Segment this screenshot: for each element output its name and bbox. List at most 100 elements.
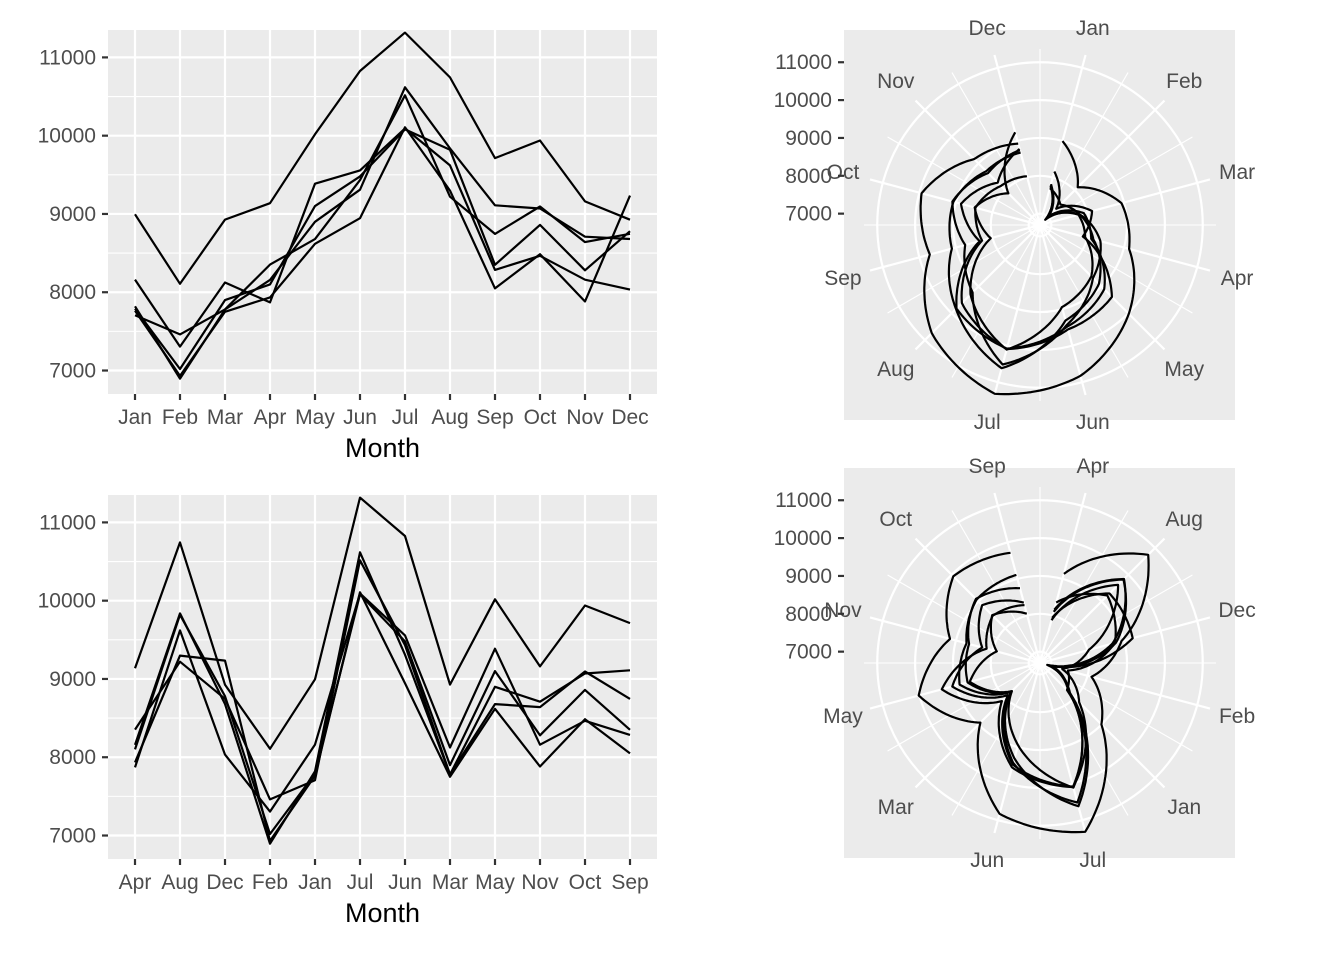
angular-grid-spoke <box>993 54 1042 226</box>
x-tick-label: Jan <box>118 406 152 429</box>
y-tick-label: 11000 <box>39 511 96 534</box>
angular-label: Jul <box>1079 849 1106 872</box>
polar-series-line-4 <box>968 592 1134 789</box>
radial-tick-label: 11000 <box>775 489 832 512</box>
radial-tick-label: 7000 <box>785 641 832 664</box>
x-tick-label: Sep <box>476 406 513 429</box>
x-tick-label: Mar <box>432 871 468 894</box>
angular-grid-minor <box>887 136 1041 226</box>
series-line-6 <box>133 593 631 836</box>
angular-grid-spoke <box>869 178 1041 227</box>
series-line-1 <box>133 496 631 750</box>
angular-grid-spoke <box>914 537 1041 664</box>
series-line-2 <box>134 127 631 348</box>
x-tick-label: Mar <box>207 406 243 429</box>
angular-grid-minor <box>887 662 1041 752</box>
x-tick-label: Jul <box>392 406 419 429</box>
polar-series-line-1 <box>919 140 1136 396</box>
angular-grid-spoke <box>869 616 1041 665</box>
angular-grid-minor <box>887 224 1041 314</box>
x-tick-label: Aug <box>161 871 198 894</box>
radial-tick-label: 11000 <box>775 51 832 74</box>
polar-series-line-6 <box>955 148 1106 350</box>
angular-grid-spoke <box>1039 224 1166 351</box>
angular-label: Feb <box>1219 705 1255 728</box>
angular-label: Aug <box>1166 508 1203 531</box>
plot-panel <box>108 495 657 859</box>
angular-label: May <box>1164 358 1204 381</box>
series-line-6 <box>134 128 631 371</box>
angular-label: Sep <box>969 455 1006 478</box>
x-tick-label: Jul <box>347 871 374 894</box>
angular-grid-spoke <box>1039 178 1211 227</box>
x-tick-label: May <box>295 406 335 429</box>
x-tick-label: Jun <box>343 406 377 429</box>
angular-label: Dec <box>969 17 1006 40</box>
angular-label: Nov <box>877 70 915 93</box>
angular-label: Sep <box>824 267 861 290</box>
y-tick-label: 9000 <box>49 203 96 226</box>
y-tick-label: 10000 <box>38 590 96 613</box>
x-tick-label: Jan <box>298 871 332 894</box>
angular-label: Jun <box>1076 411 1110 434</box>
angular-grid-minor <box>887 574 1041 664</box>
y-tick-label: 8000 <box>49 281 96 304</box>
x-tick-label: Sep <box>611 871 648 894</box>
plot-panel <box>108 30 657 394</box>
angular-label: Apr <box>1076 455 1109 478</box>
x-axis-title: Month <box>345 898 420 928</box>
radial-tick-label: 9000 <box>785 127 832 150</box>
y-tick-label: 10000 <box>38 125 96 148</box>
x-tick-label: Dec <box>206 871 243 894</box>
angular-label: Mar <box>1219 161 1255 184</box>
x-tick-label: Oct <box>524 406 557 429</box>
x-tick-label: Feb <box>252 871 288 894</box>
angular-label: Jan <box>1167 796 1201 819</box>
angular-grid-minor <box>1039 72 1129 226</box>
angular-grid-spoke <box>1039 616 1211 665</box>
angular-grid-minor <box>1039 224 1193 314</box>
angular-grid-spoke <box>993 662 1042 834</box>
angular-label: Nov <box>824 599 862 622</box>
series-line-5 <box>134 559 631 801</box>
polar-series-line-5 <box>964 586 1117 804</box>
angular-label: Jun <box>970 849 1004 872</box>
x-axis-title: Month <box>345 433 420 463</box>
angular-grid-spoke <box>1038 224 1087 396</box>
radial-tick-label: 7000 <box>785 203 832 226</box>
radial-tick-label: 9000 <box>785 565 832 588</box>
polar-series-line-4 <box>969 131 1094 351</box>
angular-grid-minor <box>1039 662 1129 816</box>
x-tick-label: Dec <box>611 406 648 429</box>
series-line-1 <box>134 31 631 285</box>
radial-tick-label: 8000 <box>785 603 832 626</box>
angular-grid-spoke <box>1039 537 1166 664</box>
angular-grid-spoke <box>914 224 1041 351</box>
angular-grid-minor <box>951 662 1041 816</box>
angular-grid-spoke <box>914 99 1041 226</box>
angular-grid-minor <box>951 510 1041 664</box>
angular-grid-spoke <box>869 661 1041 710</box>
angular-grid-spoke <box>869 223 1041 272</box>
angular-label: May <box>823 705 863 728</box>
line-chart-top-left: 7000 8000 9000 10000 11000 Jan Feb Mar Apr May Jun… <box>38 17 657 463</box>
y-tick-label: 7000 <box>49 360 96 383</box>
line-chart-bottom-left: 7000 8000 9000 10000 11000 Apr Aug Dec Feb Jan Jul… <box>38 482 657 928</box>
radial-tick-label: 8000 <box>785 165 832 188</box>
x-tick-label: Jun <box>388 871 422 894</box>
y-tick-label: 9000 <box>49 668 96 691</box>
angular-grid-minor <box>951 224 1041 378</box>
y-tick-label: 11000 <box>39 46 96 69</box>
angular-grid-spoke <box>1038 492 1087 664</box>
y-tick-label: 7000 <box>49 825 96 848</box>
angular-grid-spoke <box>1039 223 1211 272</box>
angular-label: Apr <box>1221 267 1254 290</box>
angular-label: Feb <box>1166 70 1202 93</box>
angular-grid-spoke <box>993 492 1042 664</box>
polar-chart-bottom-right: Apr Aug Dec Feb Jan Jul Jun Mar May Nov Oct Sep 7000… <box>774 455 1256 872</box>
angular-grid-spoke <box>914 662 1041 789</box>
series-line-2 <box>133 592 631 813</box>
angular-label: Aug <box>877 358 914 381</box>
angular-grid-spoke <box>993 224 1042 396</box>
